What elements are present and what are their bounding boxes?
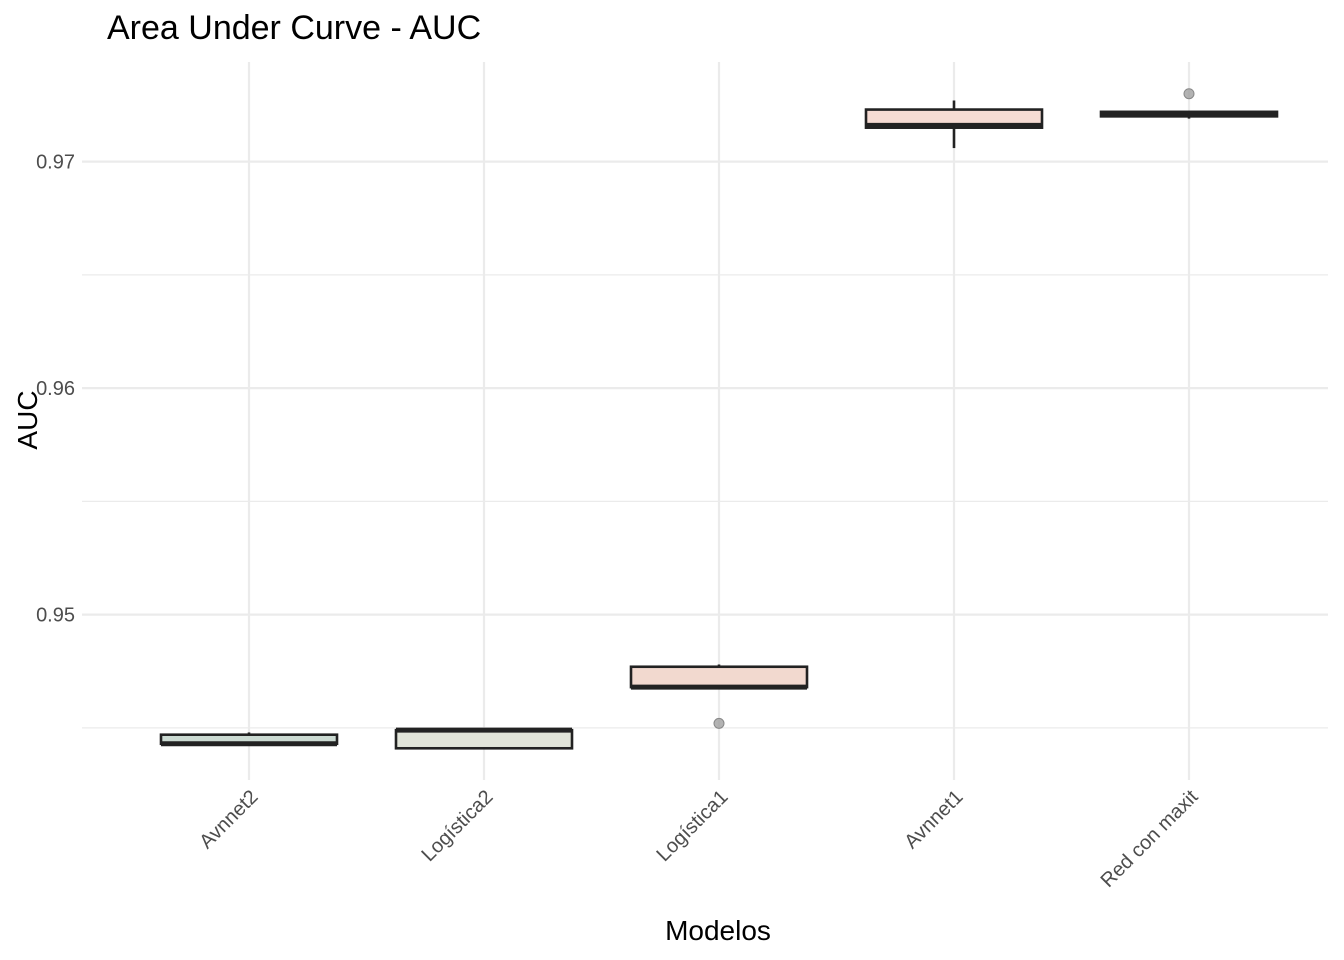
iqr-box: [394, 728, 574, 750]
outlier-point: [1183, 88, 1195, 100]
y-tick-label: 0.97: [36, 152, 75, 174]
chart-title: Area Under Curve - AUC: [107, 9, 481, 47]
y-tick-label: 0.96: [36, 378, 75, 400]
boxes: [159, 88, 1279, 750]
x-tick-label: Avnnet2: [195, 786, 262, 853]
x-axis-title: Modelos: [665, 915, 771, 946]
iqr-box: [629, 665, 809, 689]
x-tick-label: Red con maxit: [1097, 786, 1203, 892]
box-red-con-maxit: [1099, 88, 1279, 119]
box-avnnet1: [864, 100, 1044, 149]
y-tick-label: 0.95: [36, 605, 75, 627]
grid: [82, 62, 1328, 780]
x-tick-label: Avnnet1: [900, 786, 967, 853]
x-tick-label: Logística1: [653, 786, 733, 866]
box-log-stica2: [394, 727, 574, 750]
outlier-point: [713, 717, 725, 729]
x-tick-label: Logística2: [418, 786, 498, 866]
x-axis: Avnnet2 Logística2 Logística1 Avnnet1 Red co…: [195, 786, 1203, 892]
y-axis: 0.95 0.96 0.97: [36, 152, 75, 627]
box-log-stica1: [629, 664, 809, 729]
y-axis-title: AUC: [12, 390, 43, 449]
box-avnnet2: [159, 732, 339, 747]
